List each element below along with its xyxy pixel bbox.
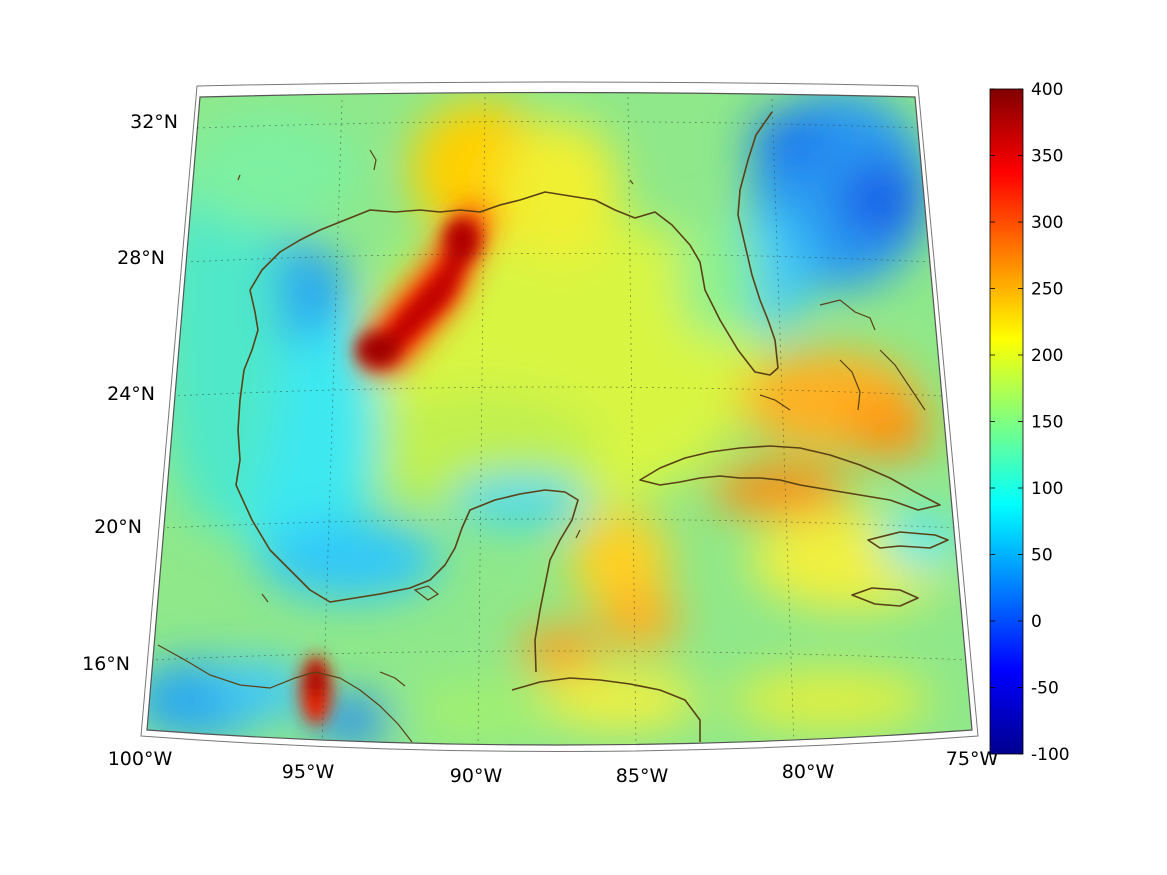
coastlines	[157, 111, 949, 743]
colorbar-tick-label: -100	[1031, 745, 1070, 765]
lat-label-24n: 24°N	[107, 383, 155, 405]
colorbar-ticks: 400 350 300 250 200 150 100 50 0 -50 -100	[990, 80, 1070, 765]
lat-label-20n: 20°N	[94, 516, 142, 538]
colorbar-tick-label: 350	[1031, 147, 1063, 167]
lon-label-80w: 80°W	[782, 761, 835, 783]
colorbar-bar	[989, 88, 1024, 755]
lat-label-28n: 28°N	[117, 247, 165, 269]
colorbar-tick-label: 150	[1031, 413, 1063, 433]
graticule	[149, 96, 969, 745]
lon-label-90w: 90°W	[450, 765, 503, 787]
lat-label-16n: 16°N	[82, 653, 130, 675]
lon-labels: 100°W 95°W 90°W 85°W 80°W 75°W	[108, 748, 999, 787]
colorbar-tick-label: 300	[1031, 213, 1063, 233]
colorbar-tick-label: -50	[1031, 679, 1059, 699]
lon-label-85w: 85°W	[616, 765, 669, 787]
colorbar: 400 350 300 250 200 150 100 50 0 -50 -100	[989, 80, 1070, 765]
colorbar-tick-label: 100	[1031, 479, 1063, 499]
map-frame-outer	[140, 81, 979, 752]
lat-labels: 16°N 20°N 24°N 28°N 32°N	[82, 111, 178, 675]
lon-label-75w: 75°W	[946, 748, 999, 770]
map-field	[147, 92, 972, 745]
colorbar-tick-label: 250	[1031, 280, 1063, 300]
lon-label-100w: 100°W	[108, 748, 173, 770]
lat-label-32n: 32°N	[130, 111, 178, 133]
lon-label-95w: 95°W	[282, 761, 335, 783]
colorbar-tick-label: 200	[1031, 346, 1063, 366]
colorbar-tick-label: 0	[1031, 612, 1042, 632]
colorbar-tick-label: 400	[1031, 80, 1063, 100]
colorbar-tick-label: 50	[1031, 546, 1053, 566]
map-frame	[146, 91, 973, 746]
